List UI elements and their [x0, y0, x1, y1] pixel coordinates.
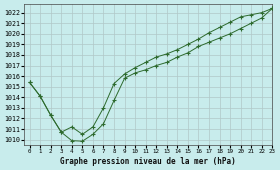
X-axis label: Graphe pression niveau de la mer (hPa): Graphe pression niveau de la mer (hPa)	[60, 157, 236, 166]
